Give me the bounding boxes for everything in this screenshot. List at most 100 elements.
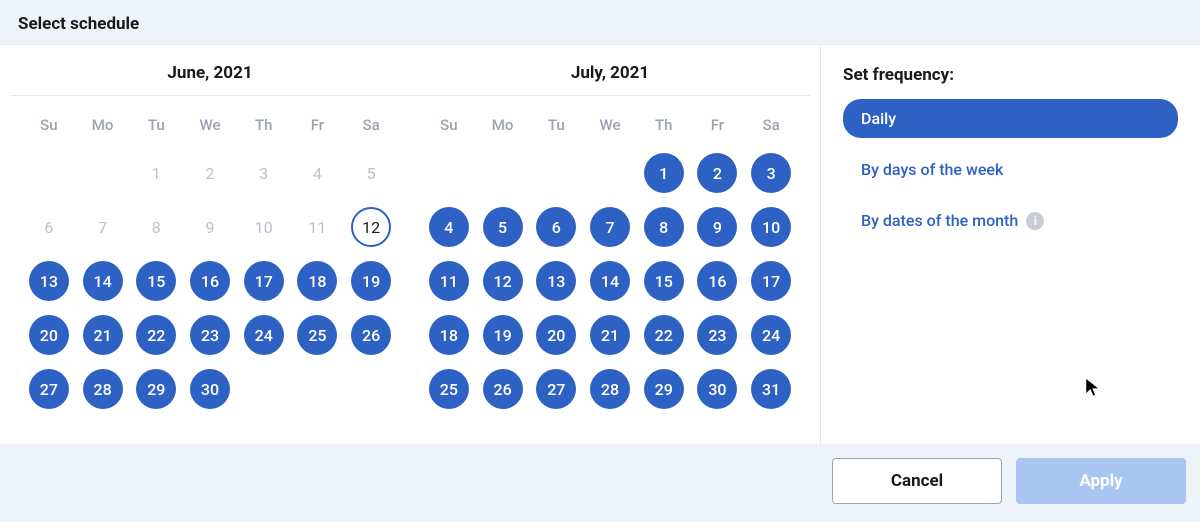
calendar-day[interactable]: 27 bbox=[29, 369, 69, 409]
weekday-label: Th bbox=[255, 104, 272, 146]
calendar-day: 1 bbox=[136, 153, 176, 193]
calendar-day[interactable]: 16 bbox=[190, 261, 230, 301]
calendar-day[interactable]: 17 bbox=[244, 261, 284, 301]
calendar-day[interactable]: 9 bbox=[697, 207, 737, 247]
calendar-day[interactable]: 28 bbox=[590, 369, 630, 409]
calendar-day[interactable]: 3 bbox=[751, 153, 791, 193]
calendar-day: 11 bbox=[297, 207, 337, 247]
calendar-day: 4 bbox=[297, 153, 337, 193]
calendar-day[interactable]: 15 bbox=[136, 261, 176, 301]
frequency-option-1[interactable]: By days of the week bbox=[843, 150, 1178, 189]
calendar-day[interactable]: 5 bbox=[483, 207, 523, 247]
calendar-day[interactable]: 17 bbox=[751, 261, 791, 301]
weekday-label: Tu bbox=[548, 104, 565, 146]
dialog-title: Select schedule bbox=[18, 14, 139, 34]
calendar-day[interactable]: 21 bbox=[590, 315, 630, 355]
calendar-day[interactable]: 13 bbox=[29, 261, 69, 301]
calendar-day[interactable]: 24 bbox=[244, 315, 284, 355]
calendar-day: 3 bbox=[244, 153, 284, 193]
calendar-day[interactable]: 29 bbox=[644, 369, 684, 409]
calendar-day[interactable]: 1 bbox=[644, 153, 684, 193]
apply-button[interactable]: Apply bbox=[1016, 458, 1186, 504]
week-row: 13 14 15 16 17 18 19 bbox=[22, 254, 398, 308]
calendar-day[interactable]: 10 bbox=[751, 207, 791, 247]
calendar-day[interactable]: 14 bbox=[83, 261, 123, 301]
calendar-day[interactable]: 4 bbox=[429, 207, 469, 247]
calendar-day: 7 bbox=[83, 207, 123, 247]
divider bbox=[410, 95, 810, 96]
calendar-day[interactable]: 21 bbox=[83, 315, 123, 355]
weekday-label: Tu bbox=[148, 104, 165, 146]
week-row: 12345 bbox=[22, 146, 398, 200]
calendar-day[interactable]: 29 bbox=[136, 369, 176, 409]
calendar-day[interactable]: 14 bbox=[590, 261, 630, 301]
weekday-label: Sa bbox=[363, 104, 380, 146]
calendar-day[interactable]: 26 bbox=[483, 369, 523, 409]
info-icon: i bbox=[1026, 212, 1044, 230]
calendar-day[interactable]: 2 bbox=[697, 153, 737, 193]
calendar-day[interactable]: 20 bbox=[29, 315, 69, 355]
calendar-day[interactable]: 12 bbox=[483, 261, 523, 301]
weekday-label: Mo bbox=[492, 104, 514, 146]
calendar-day[interactable]: 30 bbox=[190, 369, 230, 409]
weekday-label: Th bbox=[655, 104, 672, 146]
calendar-day[interactable]: 30 bbox=[697, 369, 737, 409]
weekday-label: Fr bbox=[711, 104, 724, 146]
calendar-day: 6 bbox=[29, 207, 69, 247]
frequency-panel: Set frequency: Daily By days of the week B… bbox=[820, 45, 1200, 444]
frequency-option-label: By days of the week bbox=[861, 160, 1003, 179]
week-row: 123 bbox=[422, 146, 798, 200]
cancel-button-label: Cancel bbox=[891, 471, 943, 491]
frequency-title: Set frequency: bbox=[843, 65, 1178, 85]
calendar-day[interactable]: 24 bbox=[751, 315, 791, 355]
week-row: 20 21 22 23 24 25 26 bbox=[22, 308, 398, 362]
weekday-label: We bbox=[199, 104, 220, 146]
calendar-day[interactable]: 26 bbox=[351, 315, 391, 355]
schedule-panel: June, 2021SuMoTuWeThFrSa1234567891011121… bbox=[0, 44, 1200, 444]
month-title: June, 2021 bbox=[22, 45, 398, 95]
weekday-label: Su bbox=[440, 104, 457, 146]
calendar-day[interactable]: 27 bbox=[536, 369, 576, 409]
week-row: 18 19 20 21 22 23 24 bbox=[422, 308, 798, 362]
calendar-day[interactable]: 22 bbox=[136, 315, 176, 355]
calendar-day[interactable]: 8 bbox=[644, 207, 684, 247]
weekday-label: Su bbox=[40, 104, 57, 146]
frequency-option-0[interactable]: Daily bbox=[843, 99, 1178, 138]
calendar-day[interactable]: 18 bbox=[297, 261, 337, 301]
calendar-day: 2 bbox=[190, 153, 230, 193]
calendar-day[interactable]: 20 bbox=[536, 315, 576, 355]
calendar-day[interactable]: 31 bbox=[751, 369, 791, 409]
divider bbox=[10, 95, 410, 96]
calendar-day[interactable]: 13 bbox=[536, 261, 576, 301]
calendar-day: 10 bbox=[244, 207, 284, 247]
week-row: 11 12 13 14 15 16 17 bbox=[422, 254, 798, 308]
calendar-day[interactable]: 25 bbox=[429, 369, 469, 409]
week-row: 6789101112 bbox=[22, 200, 398, 254]
frequency-option-2[interactable]: By dates of the monthi bbox=[843, 201, 1178, 240]
dialog-footer: Cancel Apply bbox=[832, 458, 1186, 504]
calendar-day[interactable]: 16 bbox=[697, 261, 737, 301]
calendar-day[interactable]: 12 bbox=[351, 207, 391, 247]
calendar-day[interactable]: 25 bbox=[297, 315, 337, 355]
month-0: June, 2021SuMoTuWeThFrSa1234567891011121… bbox=[10, 45, 410, 444]
month-title: July, 2021 bbox=[422, 45, 798, 95]
weekday-label: Sa bbox=[763, 104, 780, 146]
calendar-day[interactable]: 23 bbox=[190, 315, 230, 355]
calendar-day[interactable]: 28 bbox=[83, 369, 123, 409]
weekday-label: Mo bbox=[92, 104, 114, 146]
cancel-button[interactable]: Cancel bbox=[832, 458, 1002, 504]
calendar-day[interactable]: 18 bbox=[429, 315, 469, 355]
month-1: July, 2021SuMoTuWeThFrSa1234567891011121… bbox=[410, 45, 810, 444]
calendar-day[interactable]: 6 bbox=[536, 207, 576, 247]
weekday-row: SuMoTuWeThFrSa bbox=[422, 104, 798, 146]
calendar-day[interactable]: 19 bbox=[483, 315, 523, 355]
weekday-label: Fr bbox=[311, 104, 324, 146]
calendar-day: 8 bbox=[136, 207, 176, 247]
calendar-day[interactable]: 7 bbox=[590, 207, 630, 247]
calendar-day[interactable]: 19 bbox=[351, 261, 391, 301]
calendar-day[interactable]: 22 bbox=[644, 315, 684, 355]
calendar-day[interactable]: 23 bbox=[697, 315, 737, 355]
calendar-day[interactable]: 15 bbox=[644, 261, 684, 301]
apply-button-label: Apply bbox=[1079, 471, 1122, 491]
calendar-day[interactable]: 11 bbox=[429, 261, 469, 301]
